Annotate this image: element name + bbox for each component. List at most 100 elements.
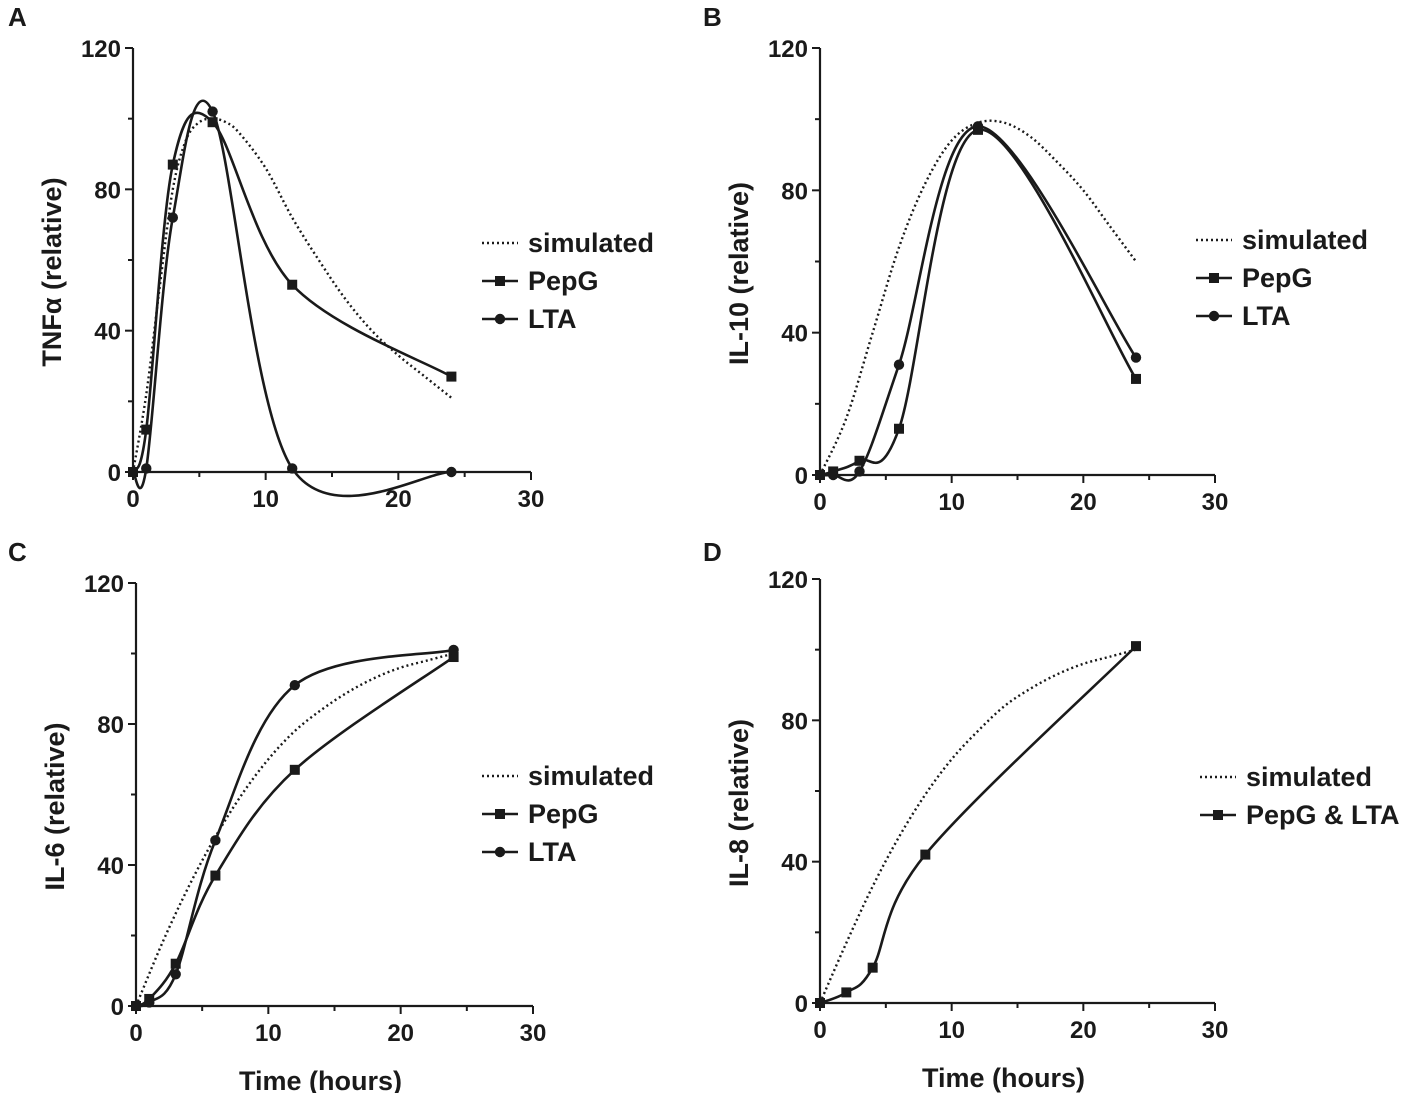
y-tick-label: 120 xyxy=(768,36,808,63)
legend-label-pepg: PepG xyxy=(528,266,599,296)
y-tick-label: 80 xyxy=(781,708,808,735)
data-point-lta xyxy=(207,106,218,117)
x-axis-title: Time (hours) xyxy=(922,1063,1085,1093)
series-line-lta xyxy=(135,648,454,1008)
x-tick-label: 10 xyxy=(252,486,279,513)
series-simulated xyxy=(134,652,454,1007)
series-line-simulated xyxy=(818,648,1137,1004)
data-point-lta xyxy=(127,466,139,478)
data-point-pepg xyxy=(167,159,178,170)
series-pepg xyxy=(815,124,1141,480)
x-tick-label: 20 xyxy=(387,1020,414,1047)
y-tick-label: 0 xyxy=(795,463,808,490)
panel-letter: A xyxy=(8,2,27,32)
legend-marker-pepg xyxy=(495,809,505,819)
chart-panel-d: D 0 40 80 120 0 10 20 30 IL-8 (relative) Time (hou… xyxy=(703,537,1400,1093)
legend-label-lta: LTA xyxy=(528,837,576,867)
chart-panel-b: B 0 40 80 120 0 10 20 30 IL-10 (relative) simulate… xyxy=(703,2,1368,516)
data-point-lta xyxy=(210,835,221,846)
data-point-lta xyxy=(854,466,865,477)
data-point-pepg xyxy=(446,371,457,382)
data-point-lta xyxy=(1130,352,1142,363)
x-tick-label: 30 xyxy=(1202,1017,1229,1044)
y-tick-label: 80 xyxy=(94,177,121,204)
data-point-pepg xyxy=(448,652,459,663)
legend: simulated PepG LTA xyxy=(482,761,654,867)
series-pepg-lta xyxy=(815,641,1141,1008)
data-point-pepg-lta xyxy=(841,987,852,998)
y-axis-title: TNFα (relative) xyxy=(37,177,67,366)
data-point-lta xyxy=(972,121,984,132)
y-tick-label: 120 xyxy=(84,571,124,598)
panel-letter: C xyxy=(8,537,27,567)
x-tick-label: 0 xyxy=(126,486,139,513)
series-simulated xyxy=(818,648,1137,1004)
series-line-pepg-lta xyxy=(819,645,1137,1005)
y-axis-title: IL-10 (relative) xyxy=(724,182,754,365)
y-tick-label: 120 xyxy=(81,36,121,63)
legend-label-pepg: PepG xyxy=(1242,263,1313,293)
data-point-pepg xyxy=(1131,373,1141,384)
x-tick-label: 30 xyxy=(520,1020,547,1047)
data-point-lta xyxy=(893,359,905,370)
data-point-lta xyxy=(167,212,178,223)
series-line-lta xyxy=(131,99,452,498)
legend-marker-lta xyxy=(1208,310,1220,322)
legend-label-lta: LTA xyxy=(528,304,576,334)
data-point-lta xyxy=(287,463,298,474)
series-simulated xyxy=(818,119,1137,476)
y-tick-label: 40 xyxy=(94,319,121,346)
series-line-simulated xyxy=(818,119,1137,476)
legend-marker-pepg xyxy=(495,276,505,286)
legend-label-pepg: PepG xyxy=(528,799,599,829)
legend: simulated PepG LTA xyxy=(1196,225,1368,331)
y-tick-label: 120 xyxy=(768,567,808,594)
y-tick-label: 0 xyxy=(795,991,808,1018)
x-tick-label: 0 xyxy=(813,1017,826,1044)
legend-marker-pepg xyxy=(1209,273,1219,283)
data-point-lta xyxy=(289,680,300,691)
y-tick-label: 0 xyxy=(111,994,124,1021)
data-point-lta xyxy=(814,469,826,481)
panel-letter: B xyxy=(703,2,722,32)
y-tick-label: 80 xyxy=(781,178,808,205)
series-lta xyxy=(127,99,457,498)
series-lta xyxy=(814,121,1142,482)
series-line-pepg xyxy=(819,128,1138,477)
data-point-lta xyxy=(448,644,459,656)
data-point-pepg xyxy=(207,117,218,128)
data-point-lta xyxy=(141,463,152,474)
data-point-pepg-lta xyxy=(867,962,878,973)
legend-label-pepg-lta: PepG & LTA xyxy=(1246,800,1400,830)
x-axis-title: Time (hours) xyxy=(239,1066,402,1093)
series-line-simulated xyxy=(134,652,454,1007)
chart-panel-c: C 0 40 80 120 0 10 20 30 IL-6 (relative) Time (hou… xyxy=(8,537,654,1093)
data-point-pepg xyxy=(289,764,300,775)
legend-label-simulated: simulated xyxy=(1242,225,1368,255)
data-point-pepg xyxy=(170,958,181,969)
legend-marker-pepg-lta xyxy=(1213,810,1223,820)
y-axis-title: IL-8 (relative) xyxy=(724,719,754,887)
data-point-lta xyxy=(170,969,181,980)
legend-label-simulated: simulated xyxy=(528,228,654,258)
data-point-lta xyxy=(144,997,155,1008)
y-axis-title: IL-6 (relative) xyxy=(40,722,70,890)
legend-marker-lta xyxy=(494,846,506,858)
series-line-lta xyxy=(819,124,1138,482)
x-tick-label: 10 xyxy=(938,1017,965,1044)
legend: simulated PepG LTA xyxy=(482,228,654,334)
x-tick-label: 10 xyxy=(255,1020,282,1047)
data-point-lta xyxy=(827,469,839,481)
y-tick-label: 40 xyxy=(781,850,808,877)
data-point-lta xyxy=(446,466,457,478)
data-point-pepg xyxy=(210,870,221,881)
data-point-pepg xyxy=(854,455,865,466)
x-tick-label: 30 xyxy=(518,486,545,513)
x-tick-label: 30 xyxy=(1202,489,1229,516)
x-tick-label: 0 xyxy=(813,489,826,516)
legend-label-lta: LTA xyxy=(1242,301,1290,331)
legend-label-simulated: simulated xyxy=(528,761,654,791)
data-point-lta xyxy=(130,1000,142,1012)
